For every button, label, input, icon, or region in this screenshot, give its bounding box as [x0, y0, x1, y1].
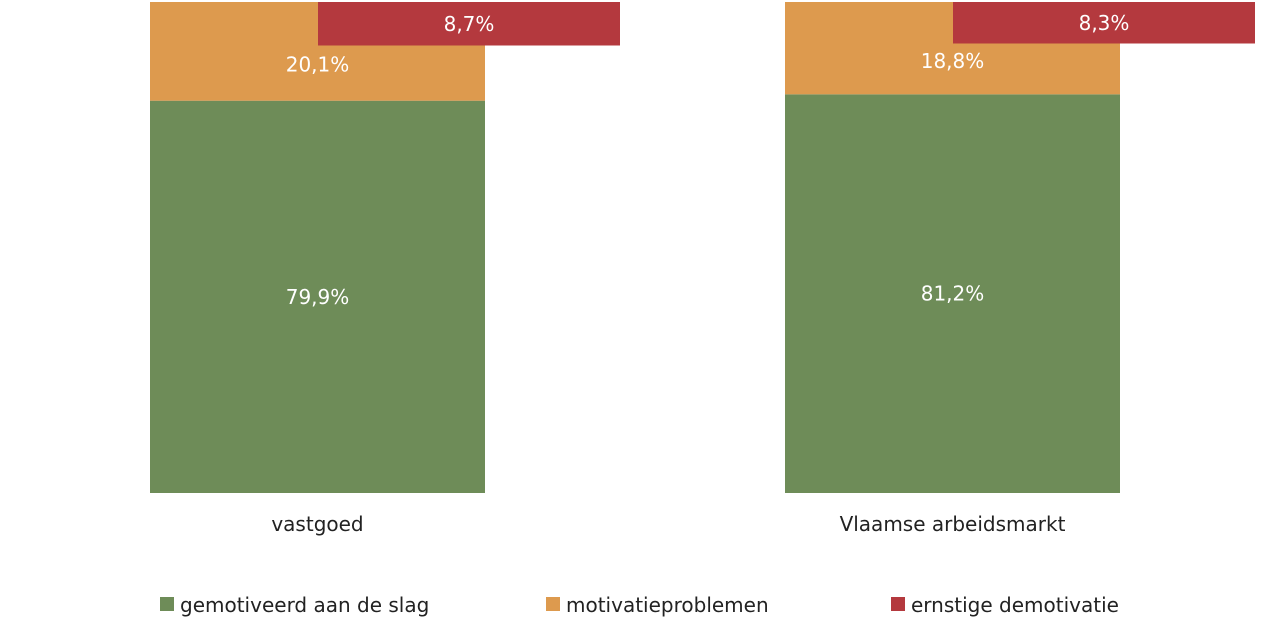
category-label-1: Vlaamse arbeidsmarkt — [840, 512, 1066, 536]
legend-label-1: motivatieproblemen — [566, 593, 769, 617]
bar-0-series-0 — [150, 100, 485, 493]
data-label-1-series-0: 81,2% — [921, 282, 985, 306]
data-label-0-series-1: 20,1% — [286, 52, 350, 76]
data-label-0-series-0: 79,9% — [286, 285, 350, 309]
legend-swatch-2 — [891, 597, 905, 611]
legend-label-2: ernstige demotivatie — [911, 593, 1119, 617]
bar-1-series-0 — [785, 94, 1120, 494]
data-label-0-series-2: 8,7% — [444, 12, 495, 36]
bar-1-series-2 — [953, 1, 1255, 44]
data-label-1-series-1: 18,8% — [921, 49, 985, 73]
legend-swatch-0 — [160, 597, 174, 611]
legend-label-0: gemotiveerd aan de slag — [180, 593, 429, 617]
bar-0-series-2 — [318, 1, 620, 46]
legend-swatch-1 — [546, 597, 560, 611]
category-label-0: vastgoed — [271, 512, 363, 536]
data-label-1-series-2: 8,3% — [1079, 11, 1130, 35]
